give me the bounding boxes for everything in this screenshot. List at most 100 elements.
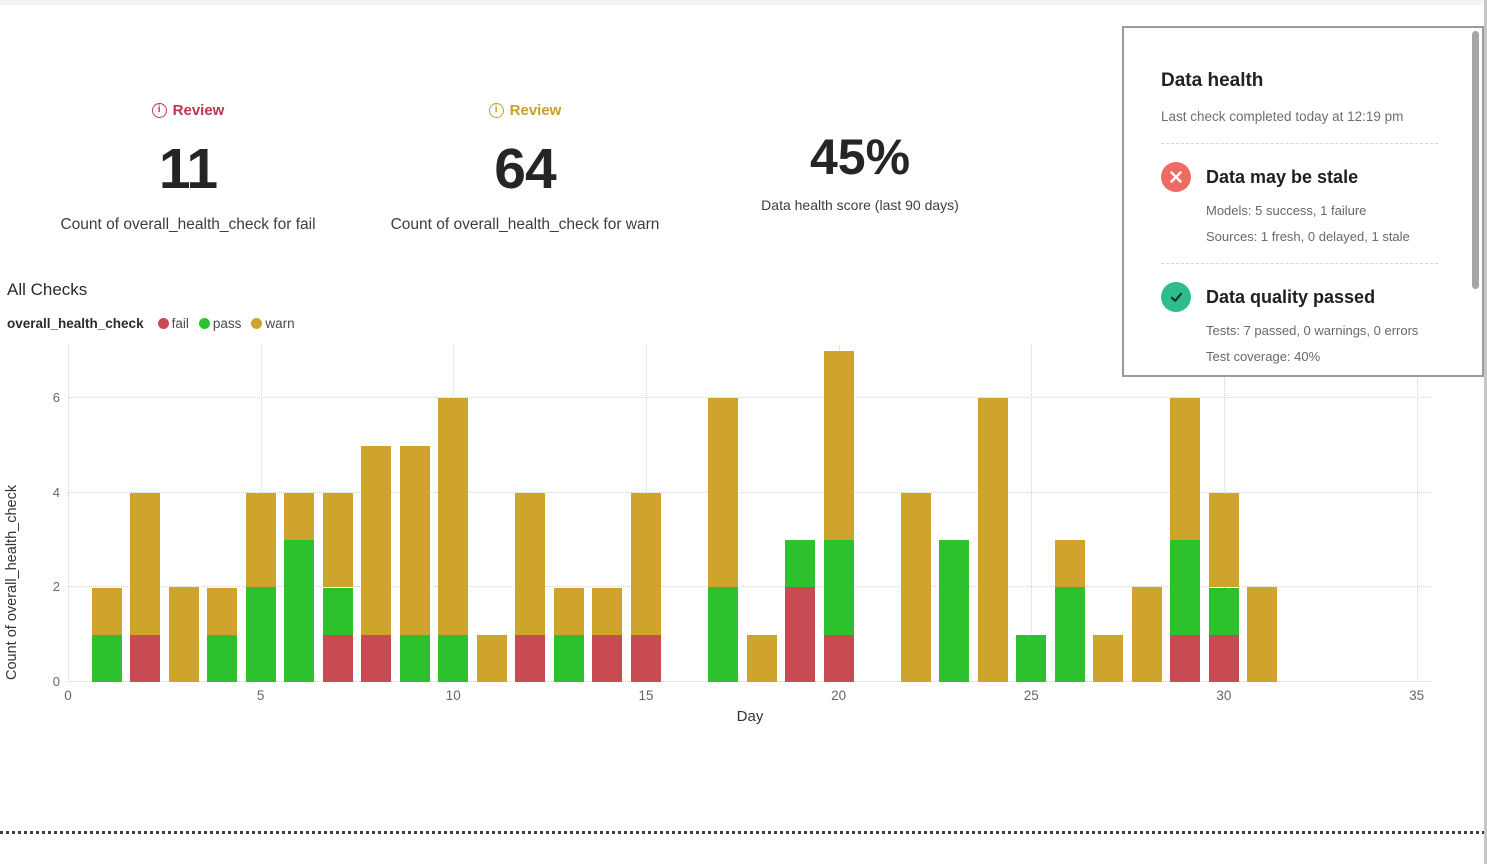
bar-day-12-warn[interactable] xyxy=(515,492,546,635)
legend-item-warn[interactable]: warn xyxy=(251,316,295,331)
bar-day-13-pass[interactable] xyxy=(553,634,584,682)
bar-day-9-pass[interactable] xyxy=(399,634,430,682)
panel-title: Data health xyxy=(1161,70,1264,91)
bar-day-7-warn[interactable] xyxy=(322,492,353,588)
bar-day-20-pass[interactable] xyxy=(823,540,854,635)
kpi-value-health-score: 45% xyxy=(809,129,911,185)
bar-day-11-warn[interactable] xyxy=(476,634,507,682)
bar-day-1-warn[interactable] xyxy=(91,587,122,635)
bar-day-20-fail[interactable] xyxy=(823,634,854,682)
panel-divider xyxy=(1161,263,1438,264)
bar-day-5-warn[interactable] xyxy=(245,492,276,588)
bar-day-30-fail[interactable] xyxy=(1208,634,1239,682)
y-axis-label: Count of overall_health_check xyxy=(4,484,20,680)
data-health-panel: Data health Last check completed today a… xyxy=(1122,26,1484,377)
gridline-x-35 xyxy=(1416,345,1418,682)
plot-area: 0 2 4 6 xyxy=(53,345,1432,689)
x-tick-5: 5 xyxy=(256,688,265,703)
bar-day-26-pass[interactable] xyxy=(1054,587,1085,682)
gridline-y-2 xyxy=(68,586,1432,588)
legend-label-pass: pass xyxy=(212,316,242,331)
bar-day-17-pass[interactable] xyxy=(708,587,739,682)
kpi-label-health-score: Data health score (last 90 days) xyxy=(761,197,959,213)
bar-day-6-warn[interactable] xyxy=(284,492,315,541)
kpi-value-warn: 64 xyxy=(494,137,556,201)
kpi-label-warn: Count of overall_health_check for warn xyxy=(390,216,660,233)
bar-day-30-warn[interactable] xyxy=(1208,492,1239,588)
x-axis-label: Day xyxy=(736,708,764,725)
check-circle-icon xyxy=(1161,282,1191,312)
warn-color-dot xyxy=(251,318,263,329)
legend-items: fail pass warn xyxy=(157,316,295,331)
x-tick-25: 25 xyxy=(1023,688,1039,703)
bar-day-2-fail[interactable] xyxy=(130,634,161,682)
bar-day-13-warn[interactable] xyxy=(553,587,584,635)
bar-day-9-warn[interactable] xyxy=(399,445,430,635)
bar-day-15-warn[interactable] xyxy=(630,492,661,635)
bar-day-4-warn[interactable] xyxy=(207,587,238,635)
legend-item-fail[interactable]: fail xyxy=(157,316,189,331)
bar-day-20-warn[interactable] xyxy=(823,351,854,541)
models-status-line: Models: 5 success, 1 failure xyxy=(1206,203,1367,218)
bar-day-19-fail[interactable] xyxy=(785,587,816,682)
legend-label-fail: fail xyxy=(171,316,189,331)
x-tick-20: 20 xyxy=(831,688,847,703)
panel-divider xyxy=(1161,143,1438,144)
bar-day-7-pass[interactable] xyxy=(322,587,353,635)
bar-day-22-warn[interactable] xyxy=(900,492,931,682)
bar-day-28-warn[interactable] xyxy=(1131,587,1162,682)
bar-day-29-fail[interactable] xyxy=(1170,634,1201,682)
review-badge-label: Review xyxy=(172,101,225,119)
bar-day-30-pass[interactable] xyxy=(1208,587,1239,635)
bar-day-24-warn[interactable] xyxy=(977,398,1008,682)
bar-day-25-pass[interactable] xyxy=(1016,634,1047,682)
kpi-value-fail: 11 xyxy=(158,137,218,201)
kpi-card-fail-count: i Review 11 Count of overall_health_chec… xyxy=(36,100,340,238)
legend-series-label: overall_health_check xyxy=(7,316,144,331)
kpi-label-fail: Count of overall_health_check for fail xyxy=(60,216,316,233)
top-edge-strip xyxy=(0,0,1487,5)
bar-day-29-pass[interactable] xyxy=(1170,540,1201,635)
bar-day-5-pass[interactable] xyxy=(245,587,276,682)
x-tick-35: 35 xyxy=(1409,688,1425,703)
bar-day-4-pass[interactable] xyxy=(207,634,238,682)
bar-day-12-fail[interactable] xyxy=(515,634,546,682)
y-tick-2: 2 xyxy=(52,579,60,595)
review-badge-warn[interactable]: i Review xyxy=(373,100,677,120)
bar-day-23-pass[interactable] xyxy=(939,540,970,682)
bar-day-15-fail[interactable] xyxy=(630,634,661,682)
chart-legend: overall_health_check fail pass warn xyxy=(7,316,295,331)
bar-day-2-warn[interactable] xyxy=(130,492,161,635)
bar-day-14-warn[interactable] xyxy=(592,587,623,635)
bar-day-8-warn[interactable] xyxy=(361,445,392,635)
bar-day-6-pass[interactable] xyxy=(284,540,315,682)
right-edge-border xyxy=(1484,0,1487,864)
gridline-x-25 xyxy=(1031,345,1033,682)
legend-label-warn: warn xyxy=(265,316,295,331)
review-badge-fail[interactable]: i Review xyxy=(36,100,340,120)
panel-last-check-text: Last check completed today at 12:19 pm xyxy=(1161,109,1404,124)
bar-day-7-fail[interactable] xyxy=(322,634,353,682)
y-tick-4: 4 xyxy=(52,484,60,500)
bar-day-3-warn[interactable] xyxy=(168,587,199,682)
x-circle-icon xyxy=(1161,162,1191,192)
kpi-card-health-score: 45% Data health score (last 90 days) xyxy=(708,100,1012,216)
chart-title: All Checks xyxy=(7,280,88,299)
y-tick-0: 0 xyxy=(52,674,60,689)
bar-day-18-warn[interactable] xyxy=(746,634,777,682)
bar-day-19-pass[interactable] xyxy=(785,540,816,588)
bar-day-1-pass[interactable] xyxy=(91,634,122,682)
bar-day-8-fail[interactable] xyxy=(361,634,392,682)
bar-day-27-warn[interactable] xyxy=(1093,634,1124,682)
legend-item-pass[interactable]: pass xyxy=(198,316,242,331)
x-tick-15: 15 xyxy=(638,688,654,703)
bar-day-26-warn[interactable] xyxy=(1054,540,1085,588)
bar-day-10-pass[interactable] xyxy=(438,634,469,682)
bar-day-17-warn[interactable] xyxy=(708,398,739,588)
bar-day-29-warn[interactable] xyxy=(1170,398,1201,541)
bar-day-31-warn[interactable] xyxy=(1247,587,1278,682)
panel-section-stale: Data may be stale Models: 5 success, 1 f… xyxy=(1161,162,1438,244)
panel-scrollbar[interactable] xyxy=(1472,31,1479,289)
bar-day-10-warn[interactable] xyxy=(438,398,469,635)
bar-day-14-fail[interactable] xyxy=(592,634,623,682)
